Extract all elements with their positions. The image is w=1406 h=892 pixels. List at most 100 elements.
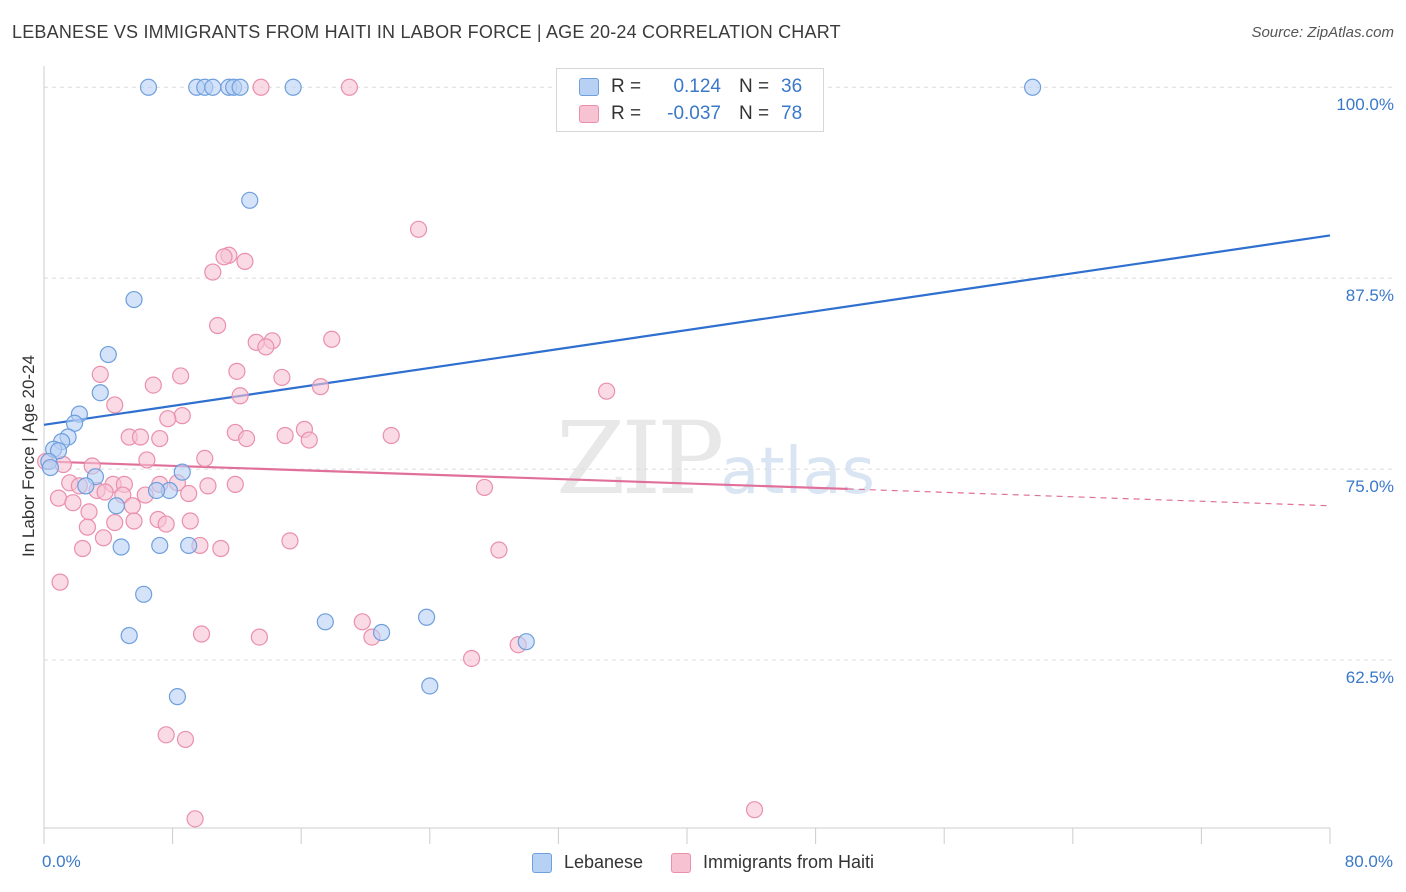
data-point-lebanese xyxy=(421,677,439,695)
data-point-haiti xyxy=(353,613,371,631)
legend-row-lebanese: R = 0.124 N = 36 xyxy=(579,74,802,100)
data-point-haiti xyxy=(252,78,270,96)
data-point-haiti xyxy=(172,367,190,385)
data-point-lebanese xyxy=(125,290,143,309)
data-point-lebanese xyxy=(231,78,249,96)
data-point-haiti xyxy=(125,512,143,530)
data-point-lebanese xyxy=(120,626,138,645)
source-credit: Source: ZipAtlas.com xyxy=(1251,24,1394,41)
data-point-haiti xyxy=(138,451,156,469)
trend-line-haiti-extrapolated xyxy=(847,488,1331,507)
data-point-lebanese xyxy=(417,608,436,626)
y-tick-label: 62.5% xyxy=(1345,668,1394,687)
y-tick-label: 100.0% xyxy=(1336,95,1394,115)
data-point-haiti xyxy=(276,426,294,445)
data-point-lebanese xyxy=(1024,78,1042,96)
data-point-haiti xyxy=(250,628,269,646)
data-point-haiti xyxy=(78,518,97,536)
data-point-haiti xyxy=(226,475,244,493)
data-point-lebanese xyxy=(112,538,130,556)
data-point-haiti xyxy=(196,449,214,467)
data-point-lebanese xyxy=(204,78,222,96)
data-point-haiti xyxy=(64,494,82,512)
data-point-lebanese xyxy=(168,688,187,706)
legend-item-lebanese[interactable]: Lebanese xyxy=(531,852,643,873)
data-point-haiti xyxy=(490,541,508,559)
legend-r-label: R = xyxy=(611,76,642,97)
data-point-lebanese xyxy=(139,78,158,96)
legend-row-haiti: R = -0.037 N = 78 xyxy=(579,101,802,127)
legend-n-label: N = xyxy=(739,103,770,124)
data-point-lebanese xyxy=(241,191,259,209)
data-point-haiti xyxy=(106,513,124,532)
data-point-haiti xyxy=(199,477,217,495)
legend-n-label: N = xyxy=(739,76,770,97)
data-point-lebanese xyxy=(77,477,95,495)
legend-r-value: -0.037 xyxy=(667,103,721,124)
data-point-haiti xyxy=(273,368,291,387)
data-point-haiti xyxy=(123,497,142,515)
legend-swatch-lebanese xyxy=(579,78,599,96)
data-point-haiti xyxy=(51,573,69,591)
data-point-haiti xyxy=(212,539,230,558)
data-point-haiti xyxy=(157,726,175,744)
data-point-lebanese xyxy=(284,78,302,96)
data-point-lebanese xyxy=(151,536,169,555)
data-point-haiti xyxy=(475,478,494,497)
data-point-haiti xyxy=(94,529,113,547)
legend-swatch-lebanese xyxy=(531,852,552,873)
data-point-haiti xyxy=(157,515,175,533)
data-point-haiti xyxy=(257,338,275,356)
data-point-haiti xyxy=(204,263,222,281)
data-point-haiti xyxy=(236,252,254,270)
axes xyxy=(43,66,1331,844)
watermark-atlas: atlas xyxy=(720,435,875,509)
data-point-haiti xyxy=(462,649,481,668)
data-point-lebanese xyxy=(41,458,60,477)
data-point-haiti xyxy=(382,426,400,445)
data-point-haiti xyxy=(106,396,124,414)
series-legend: Lebanese Immigrants from Haiti xyxy=(0,852,1406,873)
legend-item-haiti[interactable]: Immigrants from Haiti xyxy=(671,852,874,873)
data-point-lebanese xyxy=(517,633,535,651)
x-tick-label: 0.0% xyxy=(42,852,81,871)
y-tick-label: 75.0% xyxy=(1345,477,1394,497)
data-point-haiti xyxy=(409,220,428,238)
legend-swatch-haiti xyxy=(579,105,599,123)
x-tick-label: 80.0% xyxy=(1344,852,1393,871)
data-point-haiti xyxy=(131,428,150,446)
data-point-haiti xyxy=(340,78,359,96)
grid-lines xyxy=(44,86,1395,661)
chart-title: LEBANESE VS IMMIGRANTS FROM HAITI IN LAB… xyxy=(12,22,841,42)
data-point-haiti xyxy=(311,378,330,396)
data-point-haiti xyxy=(300,431,318,449)
data-point-haiti xyxy=(176,730,195,749)
data-point-haiti xyxy=(144,376,162,394)
data-point-lebanese xyxy=(372,623,391,642)
data-point-lebanese xyxy=(173,463,191,481)
data-point-haiti xyxy=(209,316,227,335)
data-point-lebanese xyxy=(99,345,117,364)
legend-r-value: 0.124 xyxy=(673,76,721,97)
y-axis-label: In Labor Force | Age 20-24 xyxy=(19,355,38,557)
data-point-haiti xyxy=(228,362,246,380)
data-point-lebanese xyxy=(147,481,166,500)
legend-n-value: 78 xyxy=(781,103,803,124)
data-point-haiti xyxy=(80,503,98,521)
data-point-haiti xyxy=(745,801,764,819)
data-point-lebanese xyxy=(316,613,334,631)
data-point-lebanese xyxy=(180,536,198,555)
data-point-haiti xyxy=(186,810,204,828)
data-point-haiti xyxy=(192,625,211,643)
legend-label-haiti: Immigrants from Haiti xyxy=(703,852,875,872)
trend-line-lebanese xyxy=(43,234,1331,426)
legend-swatch-haiti xyxy=(671,852,692,873)
data-point-haiti xyxy=(231,387,249,405)
legend-n-value: 36 xyxy=(781,76,803,97)
watermark: ZIPatlas xyxy=(556,400,875,517)
legend-r-label: R = xyxy=(611,103,642,124)
data-point-lebanese xyxy=(49,442,68,460)
data-point-haiti xyxy=(180,484,198,503)
data-points xyxy=(37,78,1042,828)
